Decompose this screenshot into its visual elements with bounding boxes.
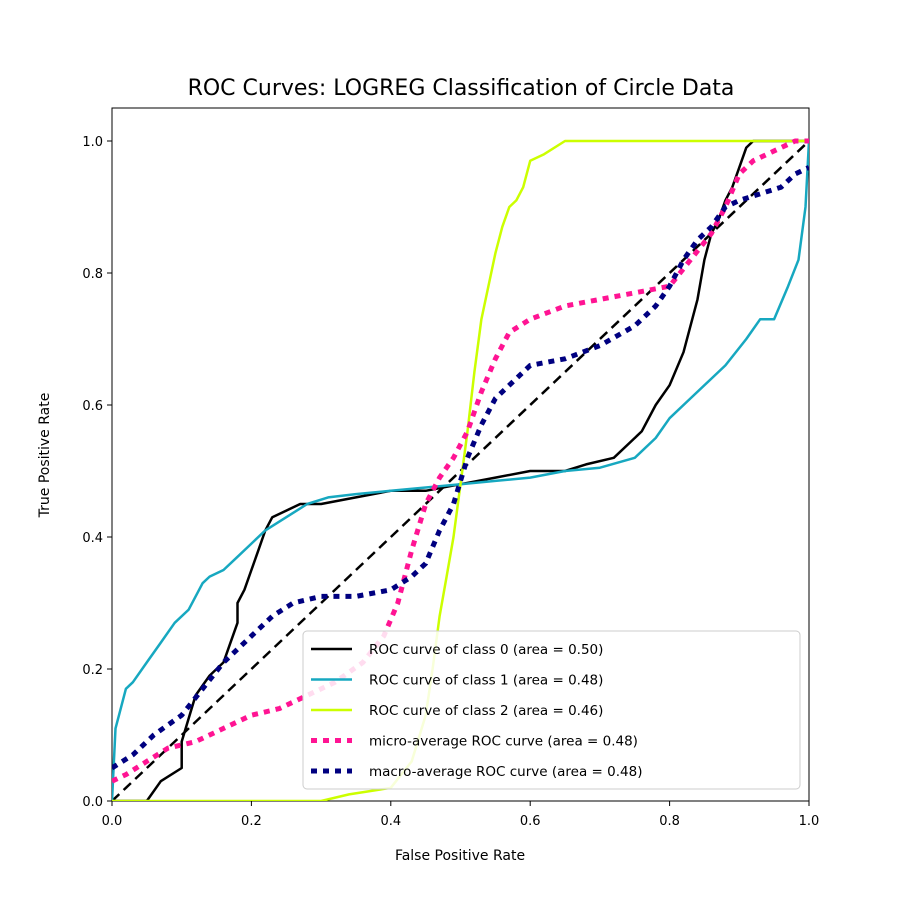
- legend-box: [302, 630, 801, 790]
- legend-label: macro-average ROC curve (area = 0.48): [369, 764, 642, 780]
- x-tick-label: 0.8: [659, 814, 680, 829]
- x-tick-label: 1.0: [799, 814, 820, 829]
- y-tick-label: 0.0: [82, 795, 103, 810]
- roc-series-1: [112, 140, 809, 801]
- x-axis-label: False Positive Rate: [395, 848, 525, 864]
- legend-label: ROC curve of class 0 (area = 0.50): [369, 642, 603, 658]
- x-axis: 0.0 0.2 0.4 0.6 0.8 1.0: [102, 801, 820, 829]
- x-tick-label: 0.6: [520, 814, 541, 829]
- y-tick-label: 0.6: [82, 399, 103, 414]
- roc-series-4: [112, 165, 809, 771]
- legend-label: ROC curve of class 2 (area = 0.46): [369, 703, 603, 719]
- legend: ROC curve of class 0 (area = 0.50) ROC cu…: [302, 630, 801, 790]
- chart-title: ROC Curves: LOGREG Classification of Cir…: [188, 76, 735, 101]
- legend-label: ROC curve of class 1 (area = 0.48): [369, 673, 603, 689]
- x-tick-label: 0.0: [102, 814, 123, 829]
- legend-label: micro-average ROC curve (area = 0.48): [369, 734, 638, 750]
- y-axis-label: True Positive Rate: [37, 393, 53, 519]
- y-tick-label: 0.4: [82, 531, 103, 546]
- series-layer: [112, 138, 809, 801]
- y-axis: 0.0 0.2 0.4 0.6 0.8 1.0: [82, 135, 112, 810]
- roc-series-3: [112, 138, 809, 784]
- y-tick-label: 1.0: [82, 135, 103, 150]
- y-tick-label: 0.2: [82, 663, 103, 678]
- y-tick-label: 0.8: [82, 267, 103, 282]
- x-tick-label: 0.4: [380, 814, 401, 829]
- plot-frame: [111, 107, 810, 802]
- x-tick-label: 0.2: [241, 814, 262, 829]
